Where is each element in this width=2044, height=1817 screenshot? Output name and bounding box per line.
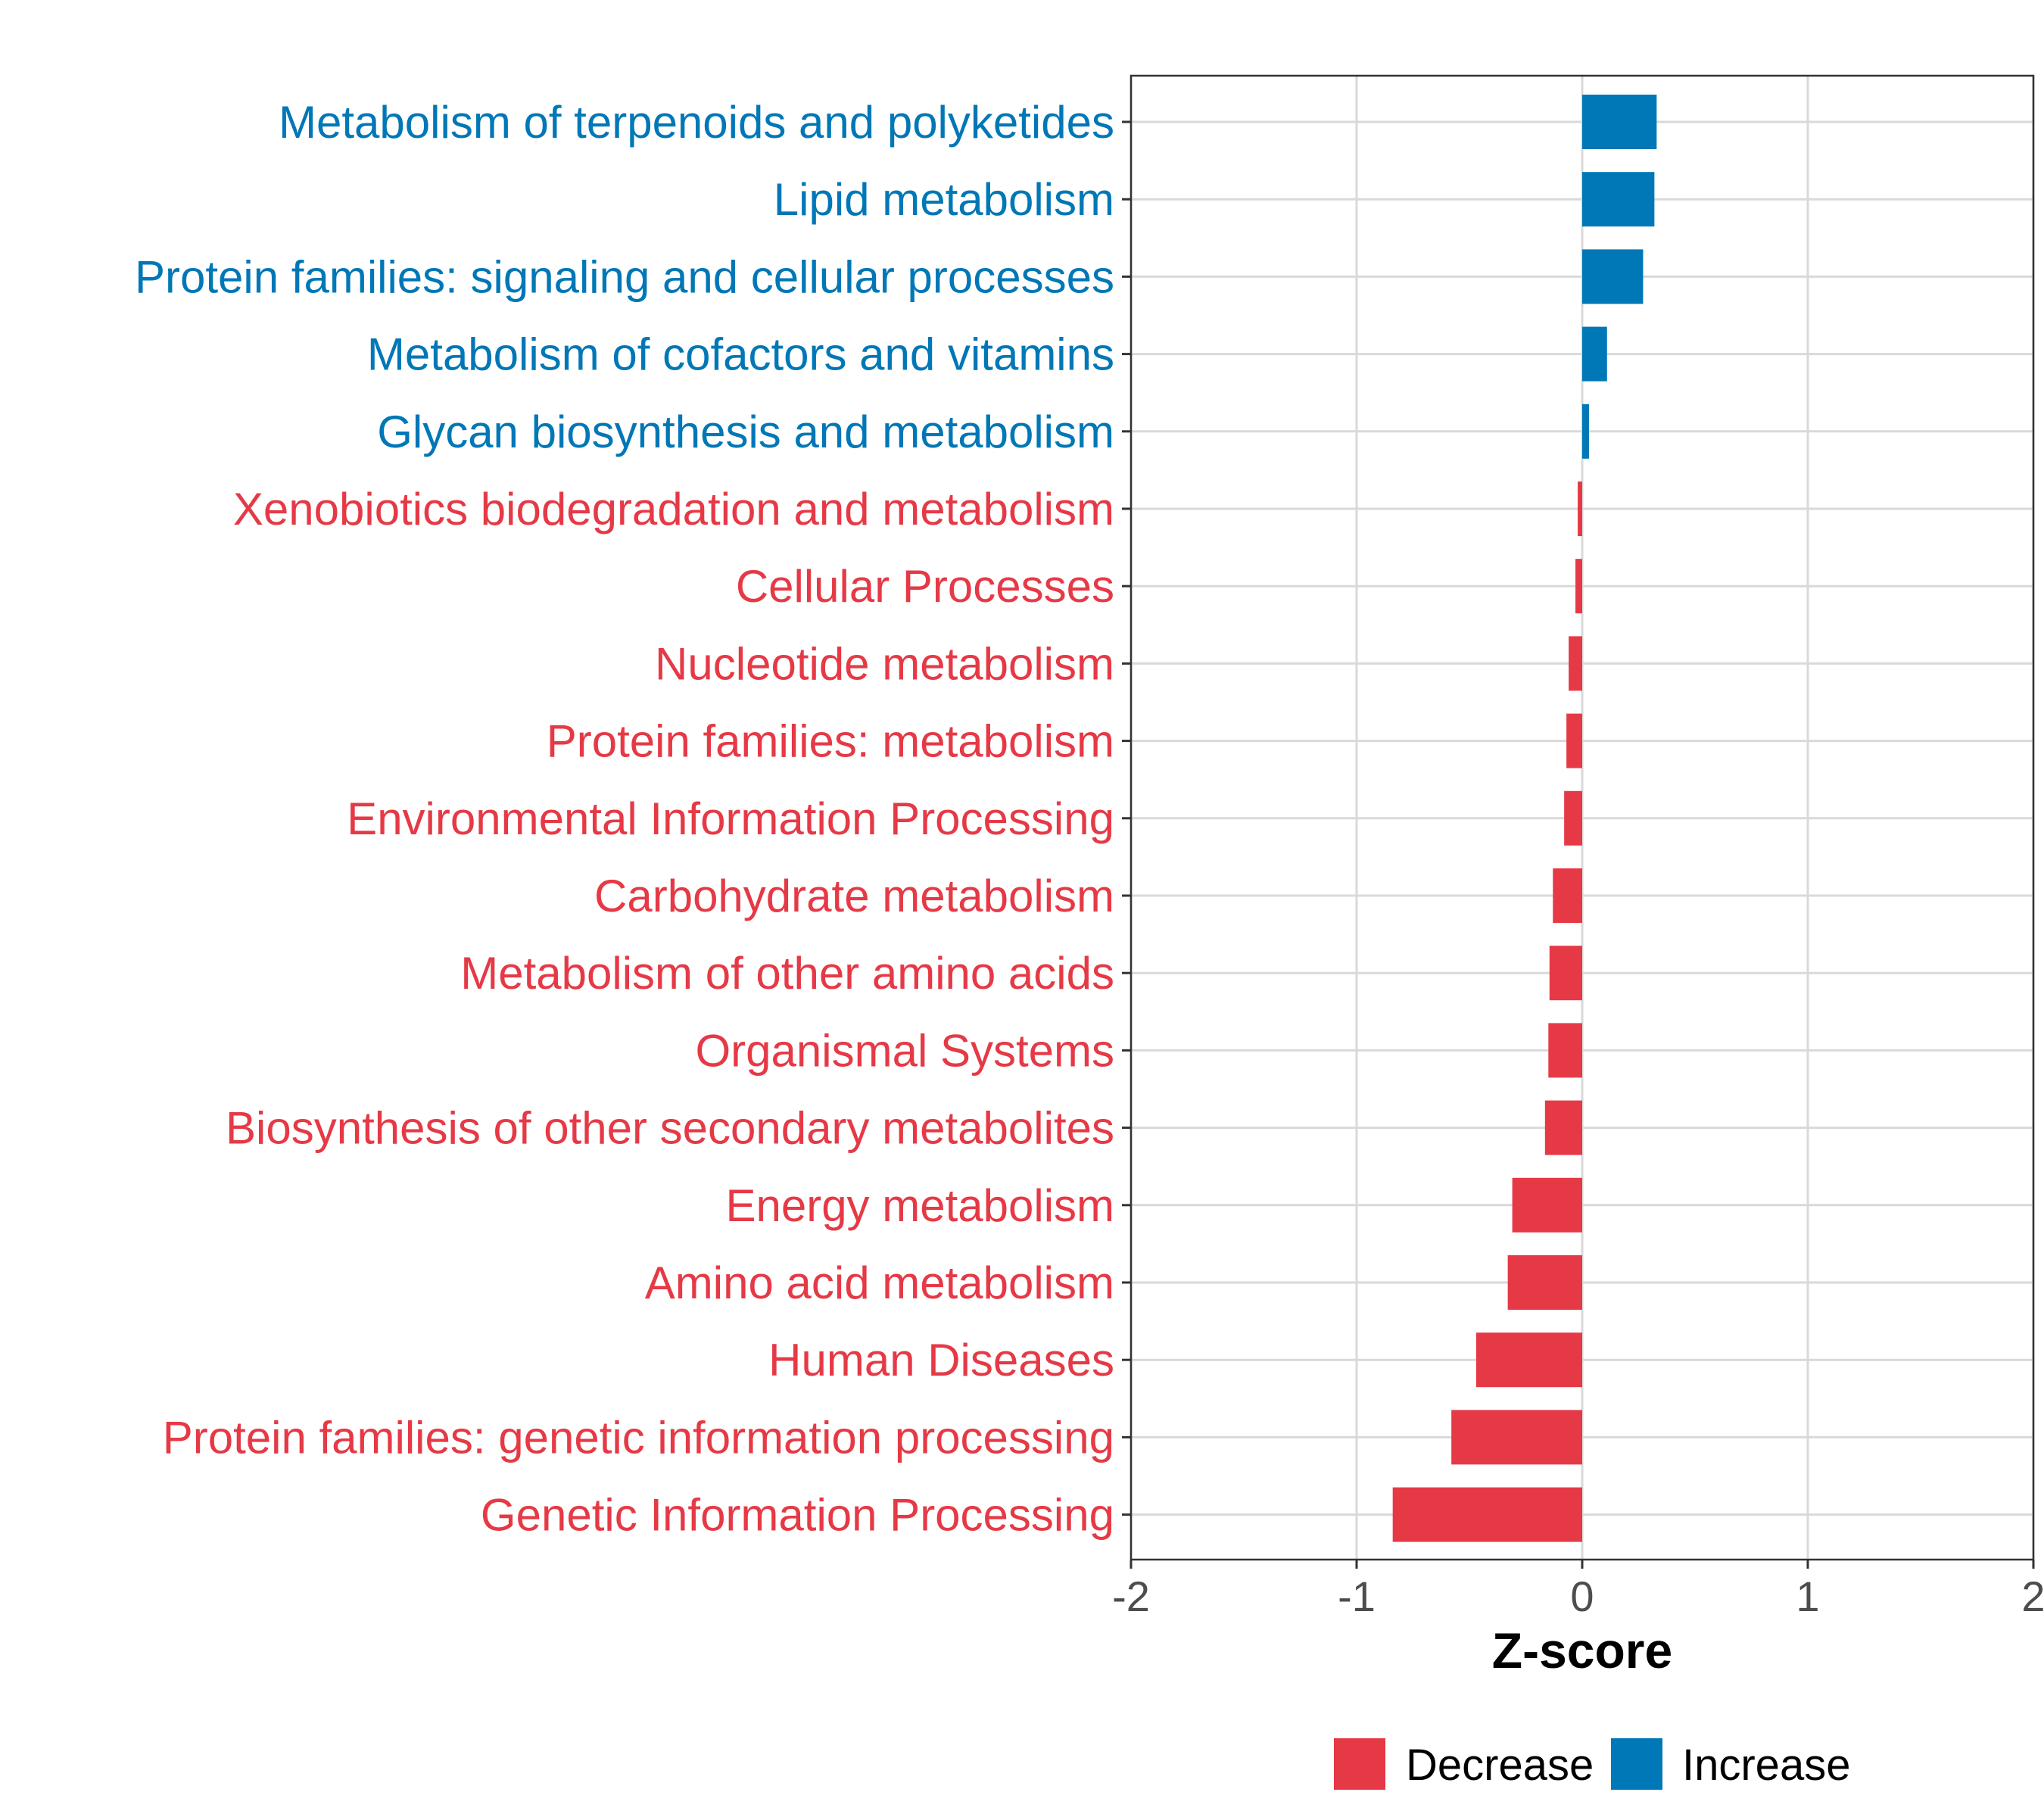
bar	[1575, 559, 1582, 614]
bar	[1566, 713, 1582, 768]
legend-swatch-increase	[1611, 1738, 1662, 1790]
x-tick-label: 2	[2021, 1572, 2044, 1620]
bar	[1582, 404, 1589, 459]
legend-label-decrease: Decrease	[1406, 1741, 1594, 1790]
category-label: Carbohydrate metabolism	[594, 871, 1114, 921]
category-label: Environmental Information Processing	[347, 793, 1114, 844]
category-label: Metabolism of other amino acids	[460, 948, 1114, 999]
category-label: Nucleotide metabolism	[655, 638, 1114, 689]
category-label: Genetic Information Processing	[481, 1490, 1114, 1541]
bar	[1507, 1255, 1582, 1310]
bar	[1569, 636, 1582, 691]
bar	[1392, 1487, 1582, 1542]
x-tick-label: 1	[1796, 1572, 1819, 1620]
category-label: Glycan biosynthesis and metabolism	[377, 407, 1114, 457]
category-label: Energy metabolism	[725, 1180, 1114, 1231]
bar	[1512, 1177, 1582, 1233]
bar	[1564, 790, 1582, 846]
legend-label-increase: Increase	[1682, 1741, 1850, 1790]
x-tick-label: -2	[1112, 1572, 1150, 1620]
bar	[1548, 1023, 1582, 1078]
bar	[1582, 249, 1644, 304]
category-label: Organismal Systems	[696, 1025, 1114, 1076]
bar	[1578, 482, 1582, 536]
bar	[1451, 1410, 1582, 1465]
category-label: Biosynthesis of other secondary metaboli…	[226, 1103, 1114, 1154]
bar	[1544, 1100, 1582, 1155]
category-label: Metabolism of cofactors and vitamins	[367, 329, 1114, 380]
category-label: Protein families: signaling and cellular…	[135, 251, 1114, 302]
category-label: Protein families: metabolism	[547, 716, 1114, 767]
category-label: Human Diseases	[768, 1335, 1114, 1385]
category-label: Protein families: genetic information pr…	[163, 1412, 1114, 1463]
bar	[1582, 172, 1655, 227]
x-tick-label: 0	[1570, 1572, 1594, 1620]
category-label: Metabolism of terpenoids and polyketides	[279, 97, 1114, 148]
category-label: Xenobiotics biodegradation and metabolis…	[233, 484, 1114, 535]
legend-swatch-decrease	[1334, 1738, 1385, 1790]
bar	[1549, 946, 1582, 1001]
bar	[1582, 326, 1607, 382]
x-axis-title: Z-score	[1492, 1622, 1672, 1678]
bar	[1553, 868, 1582, 923]
x-tick-label: -1	[1338, 1572, 1376, 1620]
legend: Decrease Increase	[1334, 1738, 1850, 1790]
category-label: Cellular Processes	[736, 561, 1114, 612]
bar	[1582, 95, 1657, 149]
category-label: Lipid metabolism	[774, 174, 1114, 225]
bar	[1475, 1332, 1582, 1388]
category-label: Amino acid metabolism	[645, 1258, 1114, 1308]
